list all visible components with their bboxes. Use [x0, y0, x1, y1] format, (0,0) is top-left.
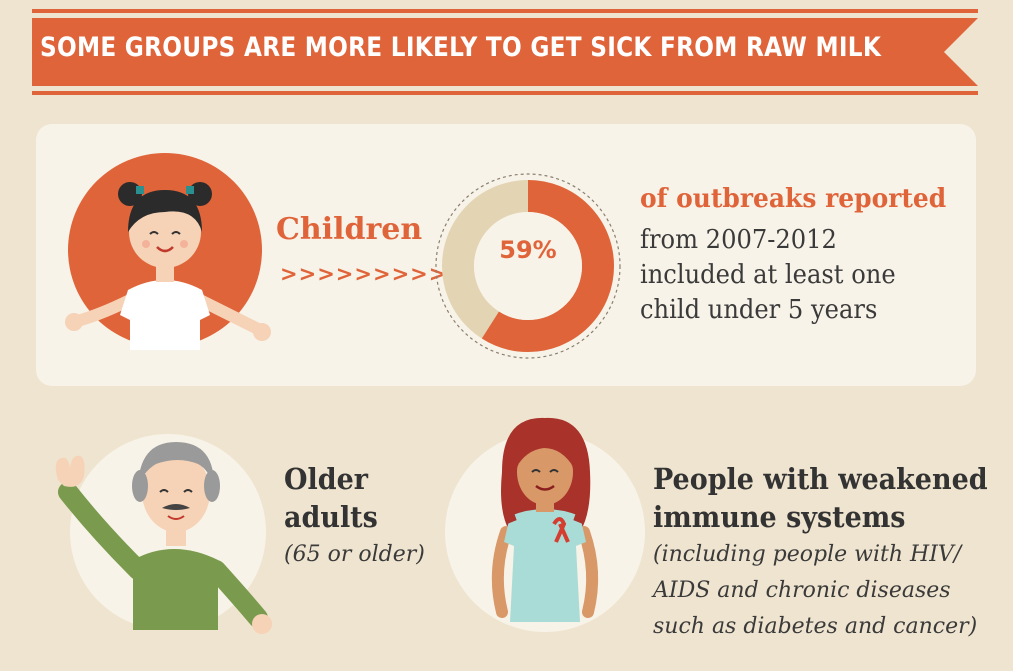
woman-ribbon-illustration-icon [445, 417, 645, 632]
children-label: Children [276, 212, 423, 247]
stat-heading: of outbreaks reported [640, 184, 947, 214]
older-title-line-1: Older [284, 462, 368, 496]
stat-line-2: included at least one [640, 260, 896, 290]
arrows-decoration: >>>>>>>>> [280, 262, 448, 286]
older-note: (65 or older) [284, 542, 425, 567]
percent-label: 59% [499, 236, 557, 264]
older-title-line-2: adults [284, 500, 378, 534]
stat-line-1: from 2007-2012 [640, 225, 837, 255]
banner-ribbon-shape [32, 18, 978, 86]
donut-value-arc [442, 180, 614, 352]
immune-note-line-1: (including people with HIV/ [653, 542, 962, 567]
donut-outline [435, 173, 621, 359]
immune-note-line-2: AIDS and chronic diseases [653, 578, 951, 603]
stat-line-3: child under 5 years [640, 295, 878, 325]
immune-note-line-3: such as diabetes and cancer) [653, 614, 978, 639]
child-illustration-icon [65, 153, 271, 350]
older-adult-illustration-icon [55, 434, 272, 634]
immune-title-line-2: immune systems [653, 500, 906, 534]
banner-title: SOME GROUPS ARE MORE LIKELY TO GET SICK … [40, 32, 882, 63]
immune-title-line-1: People with weakened [653, 462, 988, 496]
donut-center [474, 212, 582, 320]
banner-bottom-rule [32, 91, 978, 95]
donut-chart [435, 173, 621, 359]
title-banner: SOME GROUPS ARE MORE LIKELY TO GET SICK … [32, 18, 978, 86]
banner-top-rule [32, 9, 978, 13]
